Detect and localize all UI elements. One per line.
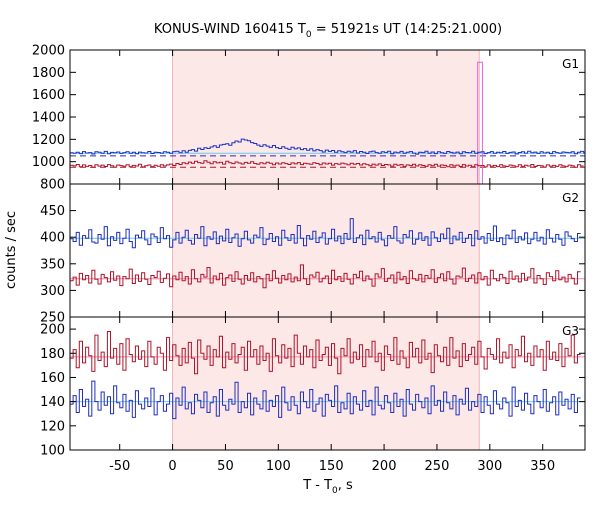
y-tick-label: 140 (40, 395, 65, 410)
x-axis-title: T - T0, s (302, 478, 353, 496)
y-tick-label: 160 (40, 371, 65, 386)
series-blue-step (70, 380, 581, 420)
y-tick-label: 1200 (32, 133, 65, 148)
y-tick-label: 300 (40, 284, 65, 299)
y-tick-label: 350 (40, 257, 65, 272)
series-blue-step (70, 218, 581, 249)
panel-label: G1 (562, 57, 579, 71)
x-tick-label: 150 (319, 459, 344, 474)
highlight-interval (172, 317, 480, 450)
panels-layer: 800100012001400160018002000G125030035040… (32, 44, 586, 474)
x-tick-label: 100 (266, 459, 291, 474)
x-tick-label: 350 (530, 459, 555, 474)
spike-bin (477, 61, 483, 184)
y-tick-label: 450 (40, 204, 65, 219)
x-tick-label: 250 (425, 459, 450, 474)
panel-label: G3 (562, 324, 579, 338)
x-tick-label: 50 (217, 459, 234, 474)
y-tick-label: 800 (40, 178, 65, 193)
highlight-interval (172, 184, 480, 317)
series-blue-step (70, 138, 585, 155)
y-tick-label: 2000 (32, 44, 65, 59)
y-axis-title: counts / sec (4, 211, 19, 289)
x-tick-label: -50 (109, 459, 130, 474)
y-tick-label: 1000 (32, 155, 65, 170)
chart-title: KONUS-WIND 160415 T0 = 51921s UT (14:25:… (154, 22, 502, 40)
y-tick-label: 1400 (32, 111, 65, 126)
panel-g3: 100 120 140 160 180 200 -50 0 50 100 150 200 250 300 3… (40, 316, 586, 474)
x-tick-label: 200 (372, 459, 397, 474)
y-tick-label: 180 (40, 347, 65, 362)
series-red-step (70, 264, 581, 289)
panel-frame (69, 316, 586, 451)
y-tick-label: 1600 (32, 88, 65, 103)
x-tick-label: 0 (168, 459, 176, 474)
panel-label: G2 (562, 191, 579, 205)
y-tick-label: 250 (40, 311, 65, 326)
y-tick-label: 120 (40, 419, 65, 434)
x-tick-label: 300 (477, 459, 502, 474)
series-red-step (70, 331, 581, 375)
y-tick-label: 1800 (32, 66, 65, 81)
panel-g2: 250 300 350 400 450 G2 (40, 183, 586, 326)
highlight-interval (172, 50, 480, 184)
y-tick-label: 200 (40, 323, 65, 338)
y-tick-label: 100 (40, 444, 65, 459)
y-tick-label: 400 (40, 231, 65, 246)
series-red-step (70, 160, 584, 168)
panel-g1: 800 1000 1200 1400 1600 1800 2000 G1 (32, 44, 586, 193)
